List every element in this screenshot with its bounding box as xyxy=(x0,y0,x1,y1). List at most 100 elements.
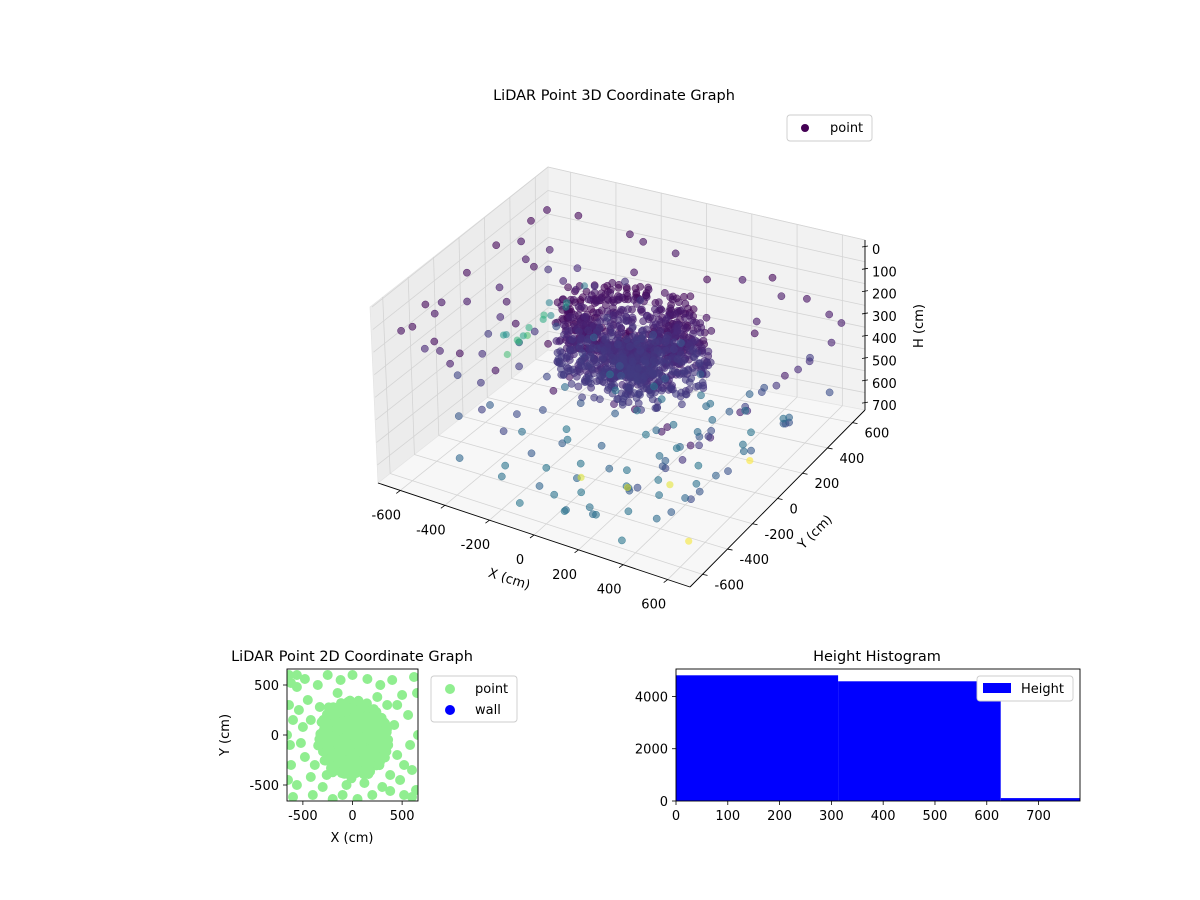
plot2d-point xyxy=(299,674,310,684)
plot2d-point xyxy=(413,730,418,740)
plot3d-y-tick-mark xyxy=(802,472,808,475)
plot3d-point xyxy=(681,299,690,308)
plot3d-point xyxy=(652,514,661,523)
plot2d-point xyxy=(287,730,292,740)
plot3d-point xyxy=(760,383,769,392)
plot3d-grid-side-y-2 xyxy=(433,256,440,436)
plot3d-point xyxy=(707,426,716,435)
plot2d-point xyxy=(385,770,396,780)
plot3d-point xyxy=(463,268,471,277)
plot3d-point xyxy=(698,378,707,387)
plot3d-point xyxy=(613,340,622,349)
histogram-x-tick-label: 0 xyxy=(672,809,680,824)
plot2d-point xyxy=(322,670,333,680)
plot3d-z-tick-label: 200 xyxy=(872,288,897,303)
plot3d-point xyxy=(455,349,464,358)
plot3d-point xyxy=(666,304,675,313)
plot3d-point xyxy=(768,273,777,282)
plot3d-point xyxy=(605,464,614,473)
plot2d-point xyxy=(375,714,386,725)
plot3d-point xyxy=(478,349,487,358)
plot3d-point xyxy=(661,374,669,383)
plot3d-y-tick-label: -200 xyxy=(765,528,795,543)
plot3d-point-highlight xyxy=(540,311,548,319)
plot3d-point xyxy=(669,420,678,429)
plot3d-y-tick-label: -400 xyxy=(740,553,770,568)
plot3d-point xyxy=(590,288,599,297)
plot3d-y-tick-mark xyxy=(777,498,783,500)
plot3d-point xyxy=(555,337,564,346)
plot2d-point xyxy=(367,790,378,800)
plot3d-point xyxy=(513,410,521,418)
plot3d-point-highlight xyxy=(580,282,589,290)
plot2d-point xyxy=(356,702,367,713)
plot3d-z-label: H (cm) xyxy=(912,304,927,348)
plot3d: LiDAR Point 3D Coordinate Graph -600 -400… xyxy=(369,88,927,613)
plot3d-point xyxy=(574,211,583,220)
plot3d-point xyxy=(777,292,786,301)
plot3d-point xyxy=(703,275,711,284)
histogram: Height Histogram 0 100 200 300 400 500 600 7000… xyxy=(635,649,1081,824)
plot3d-point xyxy=(633,483,642,492)
plot3d-point xyxy=(680,356,688,365)
plot3d-x-tick-mark xyxy=(529,534,535,539)
plot3d-point xyxy=(686,441,695,450)
plot3d-point xyxy=(628,357,637,366)
plot2d-point xyxy=(335,675,346,685)
plot3d-point xyxy=(806,353,814,362)
histogram-ticks: 0 100 200 300 400 500 600 700 0 2000 4000 xyxy=(635,690,1051,824)
plot2d-point xyxy=(365,722,376,733)
plot2d-point xyxy=(305,772,316,782)
plot3d-point-highlight xyxy=(519,332,527,340)
plot2d-point xyxy=(399,790,410,800)
plot2d-point xyxy=(331,705,342,716)
plot3d-point xyxy=(670,338,679,347)
plot2d-x-tick-label: -500 xyxy=(288,809,318,824)
plot3d-x-axis-line xyxy=(377,482,691,588)
plot2d-point xyxy=(332,688,343,698)
plot3d-point xyxy=(596,395,604,404)
plot3d-point-highlight xyxy=(562,303,570,311)
plot3d-point xyxy=(496,313,505,321)
plot3d-point xyxy=(636,282,645,291)
plot2d-point xyxy=(302,695,313,705)
plot3d-point xyxy=(566,366,575,375)
plot3d-point xyxy=(549,386,558,395)
plot3d-grid-z-back-2 xyxy=(547,213,866,284)
plot2d-point xyxy=(327,794,338,801)
plot2d-point xyxy=(337,790,348,800)
plot3d-point xyxy=(825,310,834,319)
plot2d-x-tick-label: 0 xyxy=(348,809,356,824)
plot3d-point xyxy=(562,353,571,362)
plot3d-z-tick-label: 100 xyxy=(872,265,897,280)
plot3d-grid-z-side-6 xyxy=(376,307,549,443)
plot3d-point xyxy=(455,454,464,462)
plot2d-y-tick-label: 500 xyxy=(254,679,279,694)
plot3d-grid-side-y-1 xyxy=(407,276,415,455)
plot3d-point xyxy=(672,444,681,453)
plot2d-point xyxy=(309,760,320,770)
plot2d-point xyxy=(291,780,302,790)
plot3d-x-tick-label: 600 xyxy=(641,598,666,613)
plot2d-point xyxy=(312,680,323,690)
plot3d-point-highlight xyxy=(746,457,754,465)
plot3d-point-highlight xyxy=(666,481,674,489)
plot3d-point xyxy=(515,362,523,371)
plot2d-point xyxy=(287,740,295,750)
plot3d-point xyxy=(550,490,559,499)
plot3d-point xyxy=(611,409,619,418)
plot3d-point xyxy=(446,359,454,368)
plot3d-point xyxy=(577,488,586,497)
plot3d-grid-y-0 xyxy=(390,473,703,575)
plot3d-grid-z-side-7 xyxy=(377,330,549,466)
plot2d-point xyxy=(329,732,340,743)
plot3d-point xyxy=(739,440,747,449)
plot3d-point xyxy=(661,456,670,465)
plot3d-point xyxy=(837,319,846,327)
plot3d-point-highlight xyxy=(547,311,555,320)
histogram-x-tick-label: 400 xyxy=(871,809,896,824)
plot3d-point xyxy=(680,292,688,301)
plot3d-point xyxy=(603,313,612,322)
plot3d-point xyxy=(626,342,634,351)
